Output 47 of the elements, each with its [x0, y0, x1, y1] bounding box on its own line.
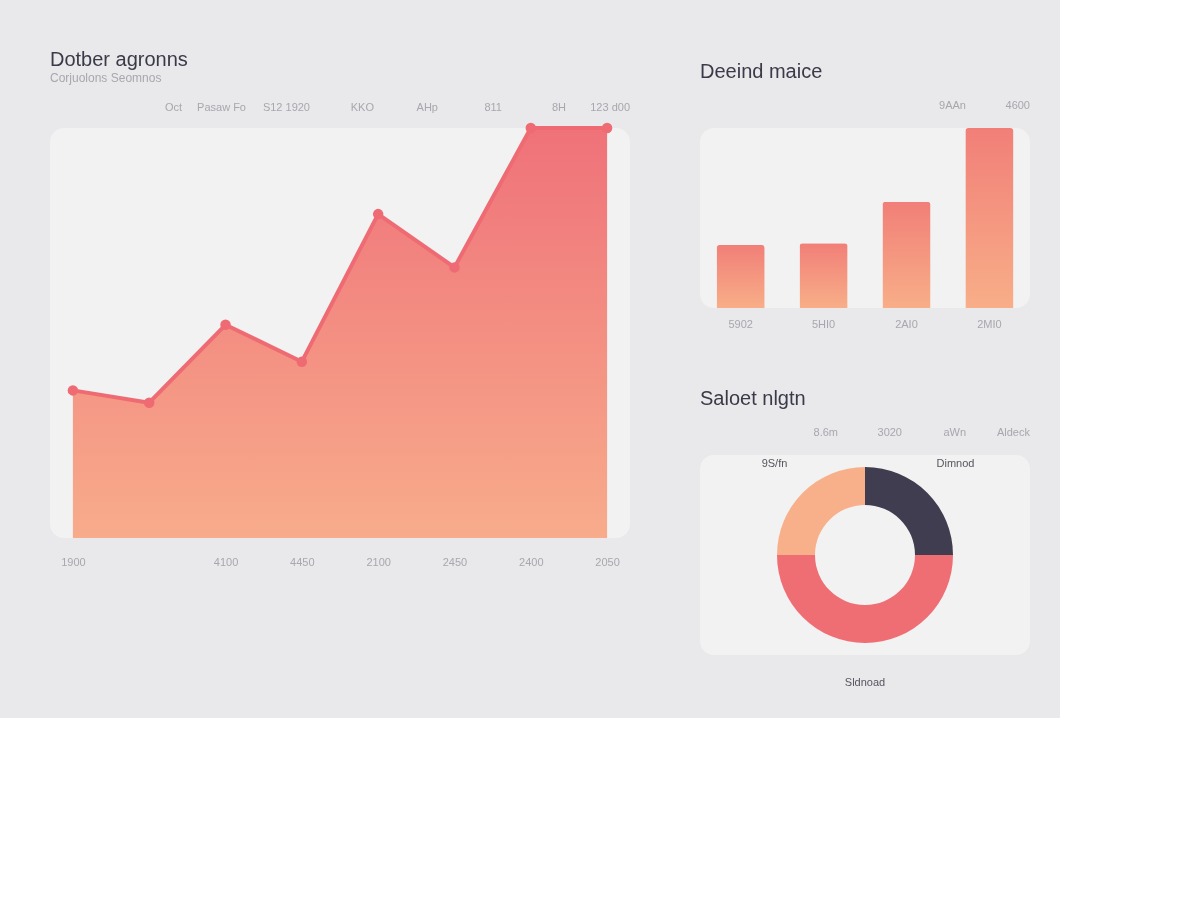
x-tick-label: 4450: [290, 555, 315, 568]
text: AHp: [416, 101, 438, 113]
text: 8.6m: [813, 426, 838, 438]
x-tick-label: 2AI0: [895, 317, 918, 330]
chart-title: Saloet nlgtn: [700, 387, 806, 409]
text: 4600: [1005, 99, 1030, 111]
point: [601, 122, 613, 134]
x-tick-label: 5902: [728, 317, 753, 330]
text: KKO: [350, 101, 375, 113]
point: [67, 385, 79, 396]
slice-label: 9S/fn: [761, 457, 788, 470]
x-tick-label: 4100: [213, 555, 239, 568]
point: [220, 319, 231, 331]
point: [449, 262, 460, 273]
donut-slice: [777, 555, 953, 643]
x-tick-label: 2100: [366, 555, 391, 568]
x-tick-label: 2MI0: [977, 317, 1002, 330]
bar: [965, 128, 1014, 308]
bar: [799, 243, 848, 308]
x-tick-label: 2450: [442, 555, 468, 568]
point: [143, 397, 155, 408]
text: Pasaw Fo: [197, 101, 246, 113]
text: 811: [484, 101, 502, 113]
text: Aldeck: [996, 426, 1031, 438]
bar: [716, 245, 765, 308]
chart-subtitle: Corjuolons Seomnos: [50, 71, 162, 85]
text: 3020: [877, 426, 902, 438]
text: 8H: [551, 101, 567, 113]
bar: [882, 201, 931, 308]
x-tick-label: 2050: [595, 555, 620, 568]
donut-slice: [777, 467, 865, 555]
chart-title: Deeind maice: [700, 60, 823, 82]
slice-label: Dimnod: [936, 457, 975, 470]
text: S12 1920: [262, 101, 310, 113]
text: 9AAn: [939, 99, 966, 111]
point: [372, 208, 384, 220]
x-tick-label: 5HI0: [811, 317, 836, 330]
text: aWn: [943, 426, 966, 438]
point: [296, 356, 308, 367]
text: Oct: [164, 101, 182, 113]
text: 123 d00: [590, 101, 630, 113]
x-tick-label: 2400: [519, 555, 544, 568]
point: [525, 122, 537, 134]
slice-label: Sldnoad: [844, 676, 886, 688]
x-tick-label: 1900: [61, 555, 86, 568]
donut-slice: [865, 467, 953, 555]
chart-title: Dotber agronns: [50, 48, 188, 70]
